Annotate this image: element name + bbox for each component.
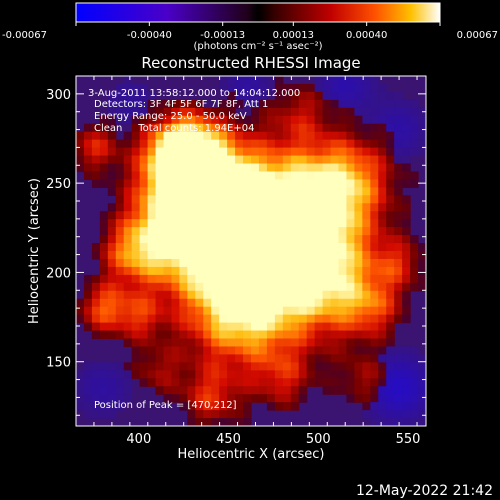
colorbar-tick-label: -0.00040 [127, 30, 172, 41]
x-axis-tick-label: 400 [126, 432, 151, 447]
chart-title: Reconstructed RHESSI Image [141, 54, 360, 72]
annotation-time-range: 3-Aug-2011 13:58:12.000 to 14:04:12.000 [88, 88, 300, 99]
colorbar-tick-label: 0.00040 [346, 30, 387, 41]
footer-timestamp: 12-May-2022 21:42 [356, 483, 493, 499]
colorbar-tick-labels: -0.00067 -0.00040 -0.00013 0.00013 0.00040 0.… [2, 30, 498, 41]
y-axis-tick-label: 250 [46, 177, 71, 192]
annotation-peak-position: Position of Peak = [470,212] [94, 400, 237, 411]
y-axis-tick-label: 150 [46, 356, 71, 371]
y-axis-label: Heliocentric Y (arcsec) [27, 178, 42, 324]
plot-frame [75, 75, 427, 427]
colorbar: -0.00067 -0.00040 -0.00013 0.00013 0.00040 0.… [2, 2, 498, 52]
colorbar-tick-label: -0.00013 [200, 30, 245, 41]
x-axis-tick-labels: 400 450 500 550 [126, 432, 420, 447]
heatmap-image [76, 76, 426, 426]
annotation-detectors: Detectors: 3F 4F 5F 6F 7F 8F, Att 1 [94, 99, 268, 110]
observation-annotations: 3-Aug-2011 13:58:12.000 to 14:04:12.000 … [88, 88, 300, 411]
colorbar-tick-label: 0.00067 [457, 30, 498, 41]
x-axis-label: Heliocentric X (arcsec) [178, 447, 325, 462]
x-axis-ticks [93, 76, 418, 426]
annotation-energy-range: Energy Range: 25.0 - 50.0 keV [94, 111, 247, 122]
annotation-clean-total-counts: Clean Total counts: 1.94E+04 [94, 123, 254, 134]
x-axis-tick-label: 450 [216, 432, 241, 447]
colorbar-tick-label: 0.00013 [273, 30, 314, 41]
y-axis-ticks [76, 93, 426, 416]
colorbar-ticks [75, 22, 441, 26]
x-axis-tick-label: 500 [306, 432, 331, 447]
x-axis-tick-label: 550 [396, 432, 421, 447]
y-axis-tick-label: 200 [46, 266, 71, 281]
colorbar-gradient [75, 2, 441, 23]
colorbar-unit-label: (photons cm⁻² s⁻¹ asec⁻²) [193, 41, 322, 52]
colorbar-tick-label: -0.00067 [2, 30, 47, 41]
y-axis-tick-label: 300 [46, 88, 71, 103]
y-axis-tick-labels: 150 200 250 300 [46, 88, 71, 371]
